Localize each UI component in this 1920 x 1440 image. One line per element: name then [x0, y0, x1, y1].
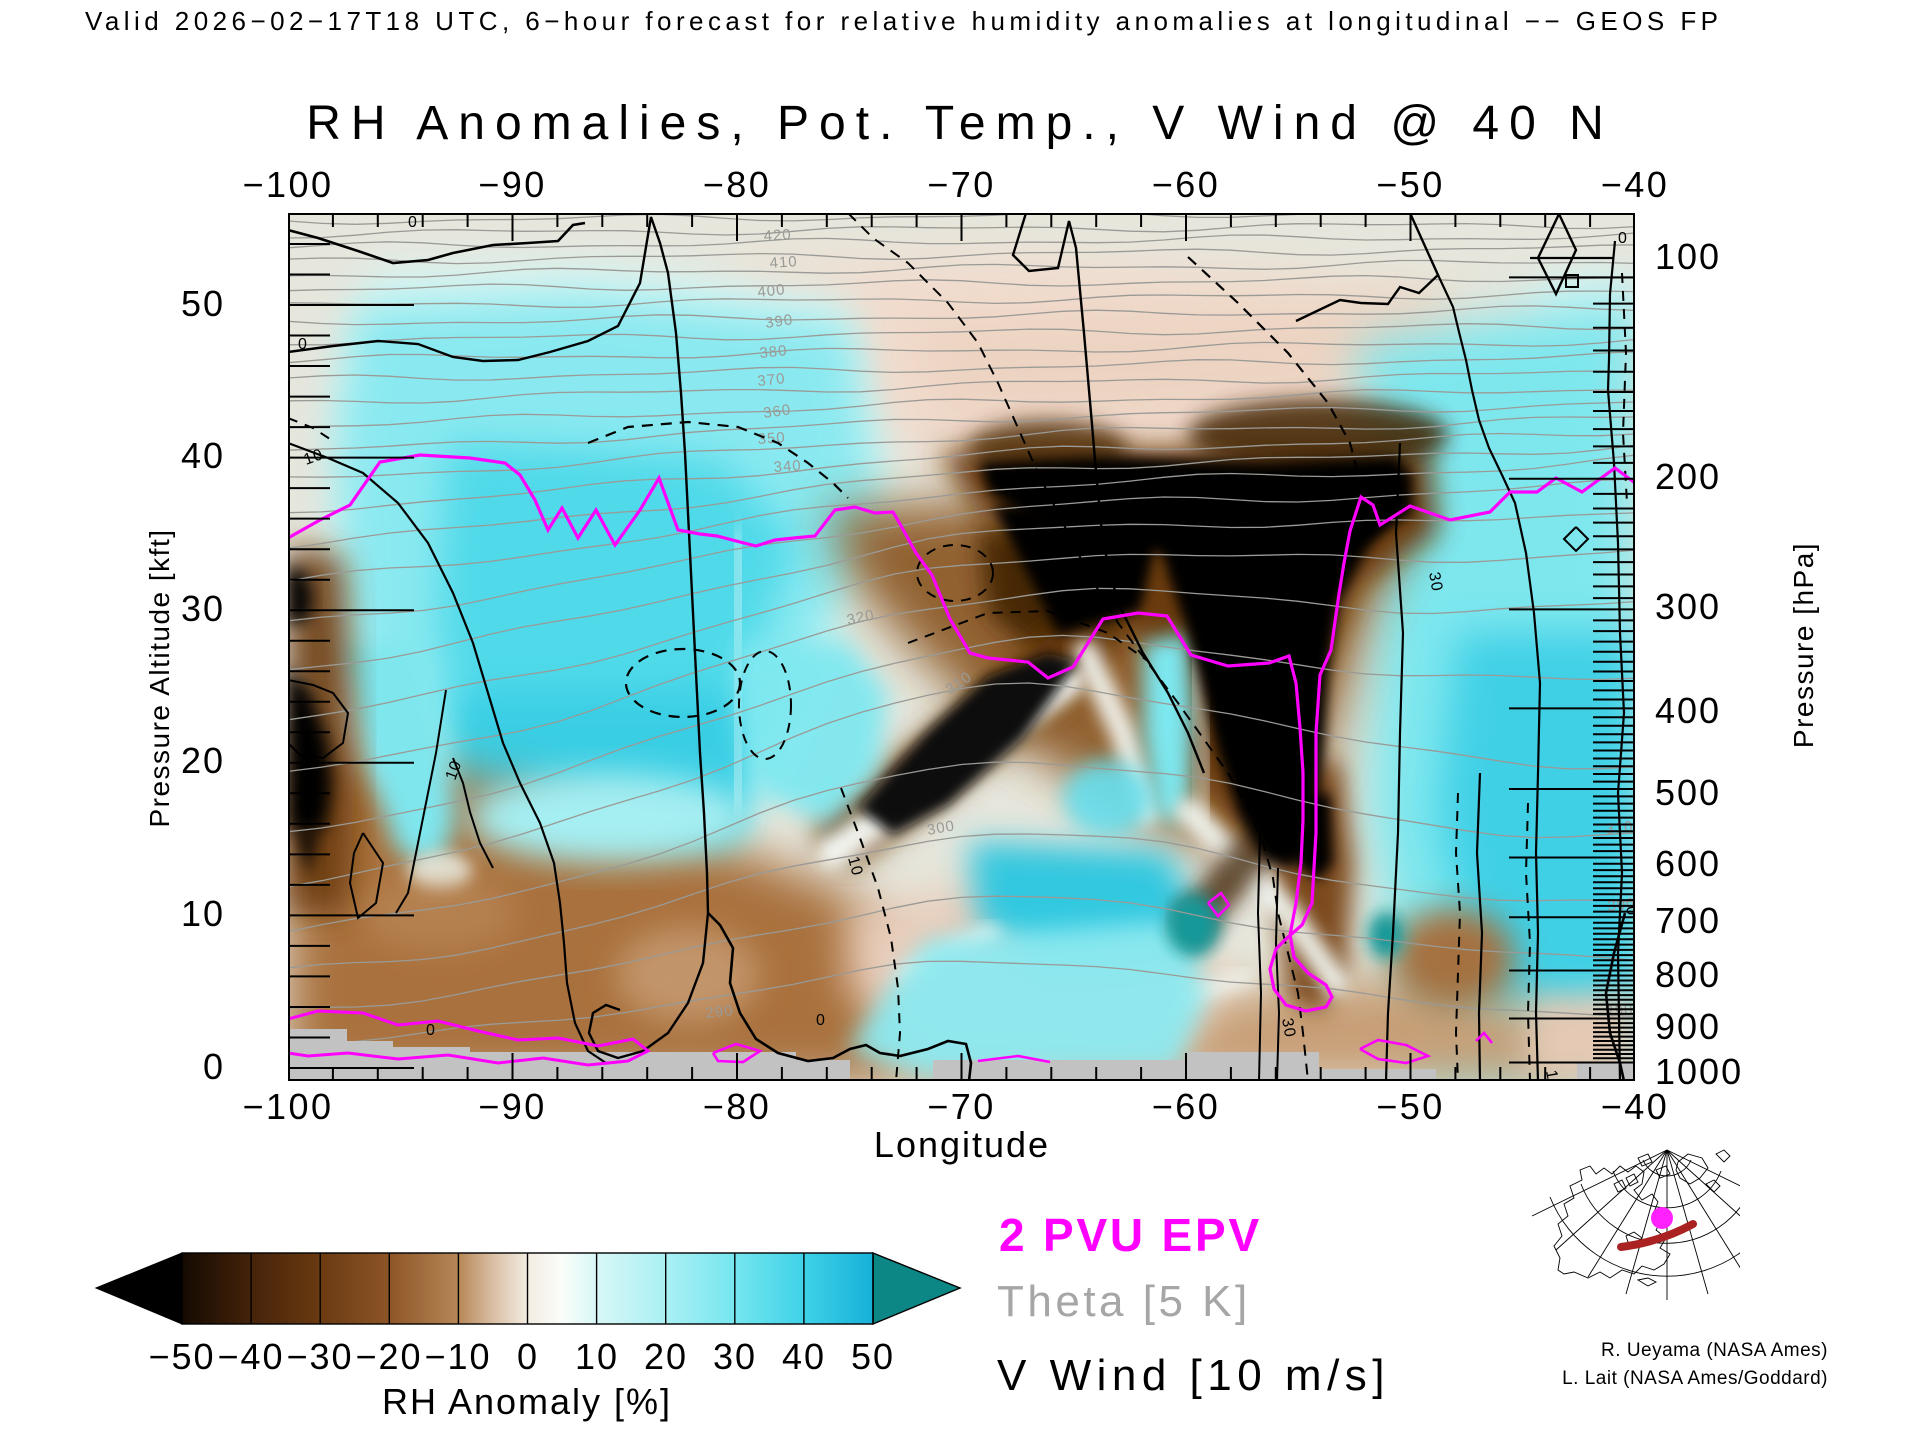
svg-text:10: 10	[1542, 1069, 1562, 1081]
svg-text:400: 400	[757, 281, 787, 301]
svg-text:380: 380	[759, 342, 789, 362]
svg-text:390: 390	[764, 311, 794, 332]
svg-text:420: 420	[763, 226, 792, 245]
svg-text:350: 350	[757, 429, 786, 448]
svg-text:340: 340	[773, 457, 802, 476]
svg-text:0: 0	[1618, 230, 1628, 247]
svg-text:320: 320	[845, 606, 876, 628]
svg-text:10: 10	[844, 855, 866, 879]
svg-text:30: 30	[1425, 571, 1445, 593]
svg-text:290: 290	[705, 1002, 735, 1022]
svg-text:0: 0	[426, 1022, 436, 1039]
svg-text:30: 30	[1278, 1017, 1298, 1039]
svg-text:0: 0	[408, 214, 418, 231]
svg-text:0: 0	[816, 1012, 826, 1029]
svg-text:360: 360	[762, 401, 792, 422]
svg-text:10: 10	[443, 758, 466, 782]
svg-text:0: 0	[298, 336, 308, 353]
svg-text:410: 410	[769, 253, 798, 272]
svg-text:300: 300	[926, 817, 957, 839]
svg-text:370: 370	[757, 370, 787, 390]
